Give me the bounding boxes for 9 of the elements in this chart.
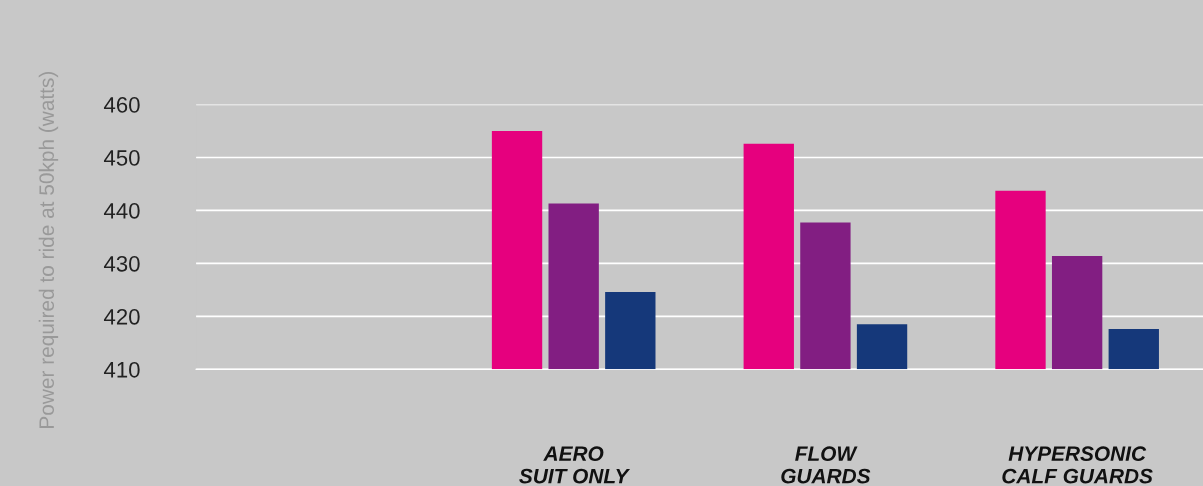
y-tick-label: 430 xyxy=(103,255,140,272)
y-tick-label: 450 xyxy=(103,150,140,166)
y-tick-label: 420 xyxy=(103,308,140,325)
x-tick-label: HYPERSONIC CALF GUARDS xyxy=(1002,446,1153,484)
y-tick-label: 460 xyxy=(103,97,140,113)
y-tick-label: 440 xyxy=(103,202,140,219)
x-tick-label: AERO SUIT ONLY xyxy=(519,446,631,484)
y-tick-label: 410 xyxy=(103,361,140,378)
x-tick-label: FLOW GUARDS xyxy=(781,446,871,484)
